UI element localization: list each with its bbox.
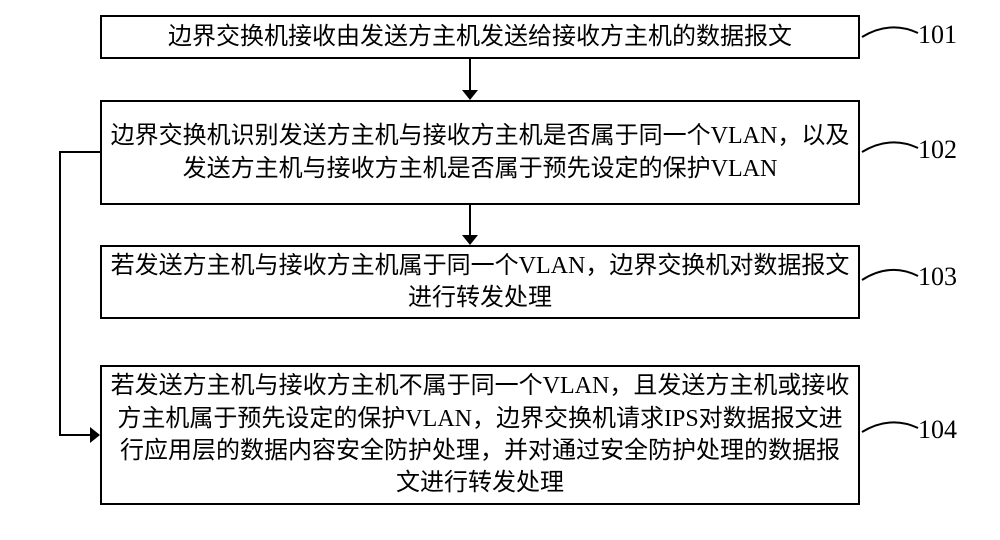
flowchart-canvas: 边界交换机接收由发送方主机发送给接收方主机的数据报文边界交换机识别发送方主机与接… bbox=[0, 0, 1000, 540]
elbow-connector bbox=[0, 0, 1000, 540]
